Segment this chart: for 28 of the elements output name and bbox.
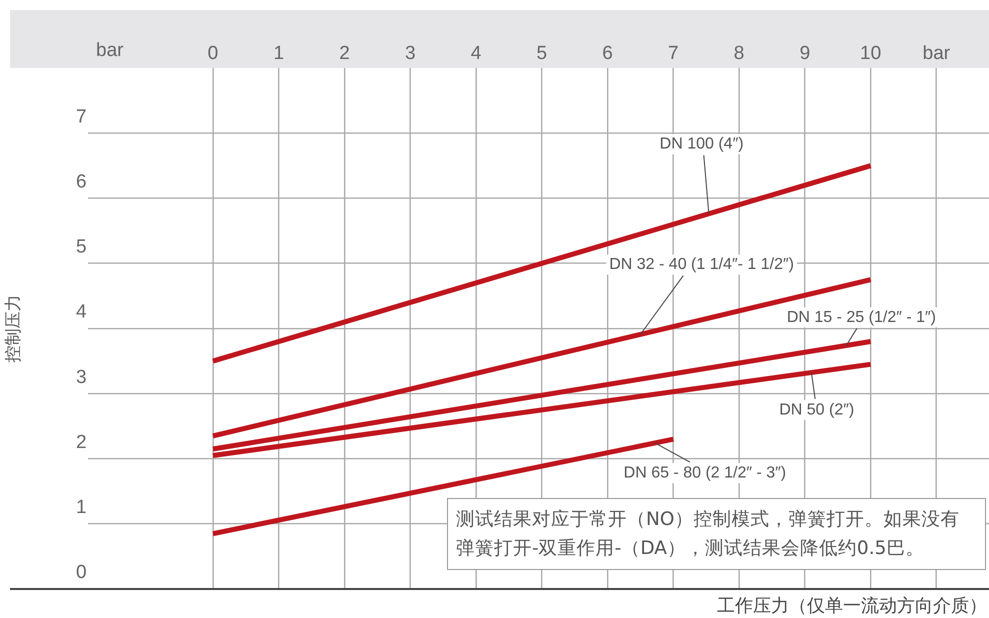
x-tick-label: 0	[208, 42, 218, 64]
text: DN 100 (4″)	[660, 136, 744, 153]
x-tick-label: 10	[860, 42, 882, 64]
x-tick-label: 7	[668, 42, 679, 64]
y-tick-label: 2	[76, 432, 87, 453]
y-tick-label: 4	[76, 302, 87, 323]
y-axis-title: 控制压力	[4, 294, 24, 362]
y-tick-label: 5	[76, 236, 87, 258]
x-tick-label: 1	[273, 42, 284, 64]
x-tick-label: 8	[734, 42, 744, 64]
y-tick-label: 1	[76, 497, 87, 518]
x-tick-label: 5	[536, 42, 548, 64]
y-tick-label: 6	[76, 171, 87, 192]
x-tick-label: 4	[470, 42, 482, 64]
x-tick-label: 3	[404, 42, 416, 64]
x-tick-label: bar	[922, 42, 951, 64]
y-tick-label: 0	[76, 562, 87, 584]
y-tick-label: 3	[76, 366, 87, 388]
series-label: DN 32 - 40 (1 1/4″- 1 1/2″)	[609, 256, 794, 274]
x-tick-label: 2	[339, 42, 350, 64]
series-label: DN 15 - 25 (1/2″ - 1″)	[786, 308, 936, 326]
y-tick-label: 7	[76, 106, 87, 128]
x-tick-label: 6	[602, 42, 613, 64]
series-label: DN 50 (2″)	[779, 401, 854, 418]
series-label: DN 65 - 80 (2 1/2″ - 3″)	[624, 464, 786, 482]
x-tick-label: 9	[800, 42, 810, 64]
annotation: 测试结果对应于常开（NO）控制模式，弹簧打开。如果没有弹簧打开-双重作用-（DA），测试结果会降低约0.5巴。	[447, 498, 986, 570]
x-axis-title: 工作压力（仅单一流动方向介质）	[717, 596, 987, 617]
